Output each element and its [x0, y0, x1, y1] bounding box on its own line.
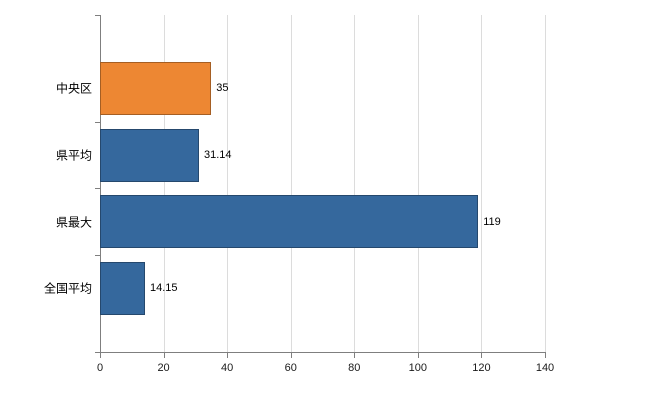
bar-value-label: 119: [483, 215, 501, 228]
x-tick-label: 100: [408, 362, 428, 374]
bar-value-label: 14.15: [149, 282, 178, 295]
x-tick: [481, 353, 483, 358]
x-tick-label: 140: [535, 362, 555, 374]
x-tick-label: 0: [96, 362, 104, 374]
category-label: 県平均: [55, 148, 92, 163]
gridline: [227, 15, 229, 352]
category-label: 全国平均: [43, 281, 92, 296]
x-tick: [354, 353, 356, 358]
x-tick-label: 20: [157, 362, 170, 374]
bar-value-label: 35: [216, 82, 229, 95]
gridline: [163, 15, 165, 352]
category-label: 県最大: [55, 215, 92, 230]
x-tick: [417, 353, 419, 358]
x-axis-line: [100, 352, 546, 353]
x-tick: [100, 353, 101, 358]
bar: [100, 128, 199, 182]
y-tick: [95, 255, 100, 257]
gridline: [545, 15, 546, 352]
gridline: [417, 15, 419, 352]
x-tick-label: 80: [348, 362, 361, 374]
y-tick: [95, 188, 100, 190]
x-tick: [227, 353, 229, 358]
bar-value-label: 31.14: [203, 149, 232, 162]
gridline: [481, 15, 483, 352]
gridline: [354, 15, 356, 352]
x-tick: [290, 353, 292, 358]
gridline: [290, 15, 292, 352]
x-tick-label: 120: [472, 362, 491, 374]
bar: [100, 195, 479, 249]
bar: [100, 61, 212, 115]
x-tick: [163, 353, 165, 358]
x-tick-label: 60: [284, 362, 297, 374]
y-tick: [95, 121, 100, 123]
x-tick-label: 40: [221, 362, 234, 374]
y-tick: [95, 352, 100, 353]
bar: [100, 261, 145, 315]
category-label: 中央区: [55, 81, 92, 96]
y-tick: [95, 15, 100, 16]
x-tick: [545, 353, 546, 358]
y-axis-line: [100, 15, 101, 352]
